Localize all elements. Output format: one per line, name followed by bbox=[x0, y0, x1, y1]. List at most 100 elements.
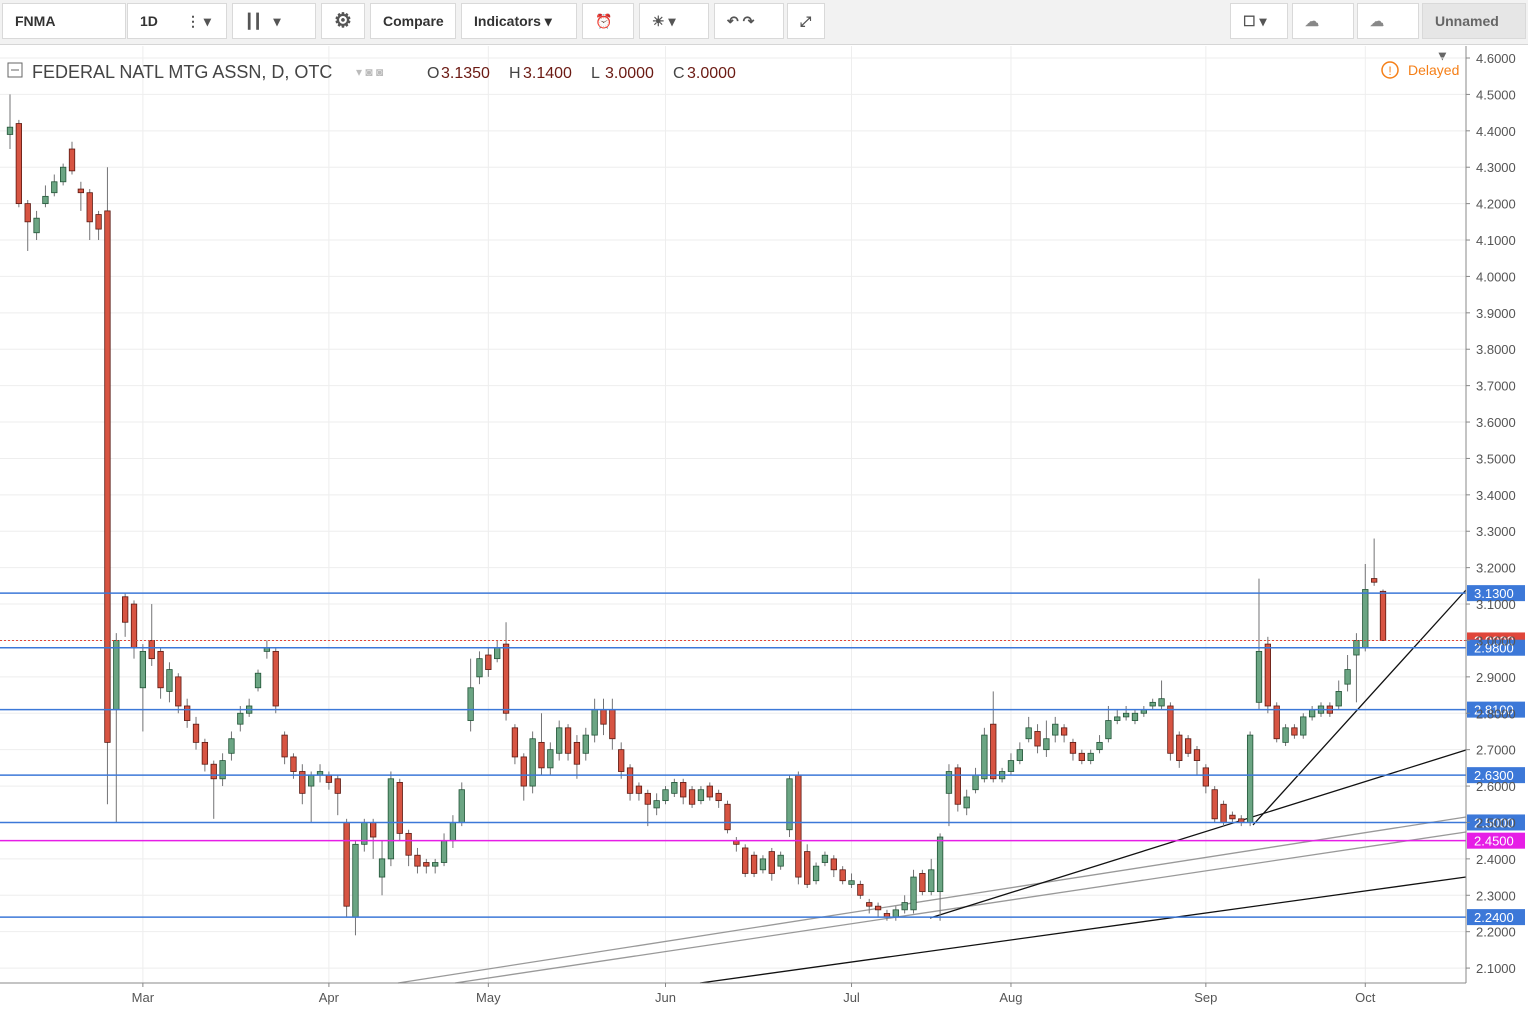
candle-body bbox=[237, 712, 244, 725]
candle-body bbox=[839, 869, 846, 882]
candle-body bbox=[1370, 578, 1378, 583]
alert-button[interactable]: ⏰ bbox=[582, 3, 634, 39]
candle-body bbox=[547, 749, 554, 769]
candle-body bbox=[370, 822, 377, 838]
candle-body bbox=[1034, 731, 1041, 747]
price-tag-label: 2.4500 bbox=[1474, 834, 1514, 849]
candle-body bbox=[1114, 716, 1121, 721]
candle-body bbox=[68, 148, 76, 172]
y-tick-label: 4.4000 bbox=[1476, 124, 1516, 139]
candle-body bbox=[77, 188, 85, 194]
candle-body bbox=[936, 836, 944, 893]
indicators-button[interactable]: Indicators ▾ bbox=[461, 3, 577, 39]
x-tick-label: Sep bbox=[1194, 990, 1217, 1005]
candle-body bbox=[502, 643, 510, 714]
y-tick-label: 2.9000 bbox=[1476, 670, 1516, 685]
symbol: FNMA bbox=[15, 13, 56, 29]
fullscreen-button[interactable]: ⤢ bbox=[787, 3, 825, 39]
ohlc-value: 3.0000 bbox=[605, 65, 654, 82]
price-tag bbox=[1467, 909, 1525, 926]
candle-body bbox=[901, 902, 908, 911]
candle-body bbox=[1096, 741, 1103, 751]
candle-body bbox=[113, 640, 120, 711]
y-tick-label: 3.1000 bbox=[1476, 597, 1516, 612]
y-tick-label: 2.7000 bbox=[1476, 743, 1516, 758]
y-tick-label: 3.9000 bbox=[1476, 306, 1516, 321]
legend-dropdown[interactable]: ▾ ◙ ◙ bbox=[356, 65, 383, 79]
candle-body bbox=[42, 195, 49, 205]
x-tick-label: May bbox=[476, 990, 501, 1005]
candle-body bbox=[1149, 701, 1156, 707]
candle-body bbox=[184, 705, 191, 721]
candle-body bbox=[1184, 738, 1192, 754]
candle-body bbox=[1043, 738, 1050, 751]
candle-body bbox=[963, 796, 970, 809]
candle-body bbox=[928, 869, 935, 893]
candle-body bbox=[432, 862, 439, 867]
candle-body bbox=[33, 217, 40, 234]
candle-body bbox=[1246, 734, 1254, 823]
y-tick-label: 2.3000 bbox=[1476, 888, 1516, 903]
x-tick-label: Jun bbox=[655, 990, 676, 1005]
candle-body bbox=[990, 723, 997, 780]
candle-body bbox=[1105, 720, 1112, 740]
candle-body bbox=[795, 774, 802, 878]
candle-body bbox=[95, 214, 102, 230]
candle-body bbox=[857, 883, 864, 896]
y-tick-label: 2.6000 bbox=[1476, 779, 1516, 794]
candle-body bbox=[1158, 698, 1165, 707]
candle-body bbox=[1087, 752, 1094, 761]
candle-body bbox=[981, 734, 988, 780]
candle-body bbox=[635, 785, 643, 794]
price-tag-label: 2.8100 bbox=[1474, 703, 1514, 718]
candle-body bbox=[1220, 803, 1227, 823]
candle-body bbox=[556, 727, 563, 754]
undo-redo[interactable]: ↶ ↷ bbox=[714, 3, 784, 39]
price-tag-label: 2.6300 bbox=[1474, 768, 1514, 783]
y-tick-label: 4.0000 bbox=[1476, 269, 1516, 284]
candle-body bbox=[476, 658, 483, 678]
interval-button[interactable]: 1D ⋮ ▾ bbox=[127, 3, 227, 39]
legend-title: FEDERAL NATL MTG ASSN, D, OTC bbox=[32, 62, 332, 82]
candle-body bbox=[919, 873, 926, 893]
price-tag bbox=[1467, 832, 1525, 849]
candle-body bbox=[715, 792, 722, 802]
candle-body bbox=[166, 669, 173, 692]
candle-body bbox=[777, 854, 784, 867]
candle-body bbox=[892, 909, 899, 918]
symbol-input[interactable]: FNMA bbox=[2, 3, 126, 39]
load-button[interactable]: ☁ bbox=[1292, 3, 1354, 39]
price-tag bbox=[1467, 701, 1525, 718]
candle-body bbox=[219, 760, 226, 780]
candle-body bbox=[644, 792, 651, 805]
candle-body bbox=[449, 822, 457, 842]
candle-body bbox=[1025, 727, 1032, 740]
layout-name: Unnamed bbox=[1435, 13, 1499, 29]
price-tag-label: 2.5000 bbox=[1474, 815, 1514, 830]
chart: 3.13003.00002.98002.81002.63002.50002.45… bbox=[0, 46, 1525, 1005]
price-tag bbox=[1467, 767, 1525, 784]
y-tick-label: 4.1000 bbox=[1476, 233, 1516, 248]
candle-body bbox=[104, 210, 111, 743]
candle-body bbox=[1078, 752, 1085, 761]
y-tick-label: 3.5000 bbox=[1476, 451, 1516, 466]
settings-button[interactable]: ⚙ bbox=[321, 3, 365, 39]
chart-style-button[interactable]: ┃┃ ▾ bbox=[232, 3, 316, 39]
candle-body bbox=[1229, 814, 1236, 820]
y-tick-label: 4.3000 bbox=[1476, 160, 1516, 175]
candle-body bbox=[830, 858, 837, 871]
layout-button[interactable]: Unnamed ▾ bbox=[1422, 3, 1526, 63]
candle-body bbox=[724, 803, 731, 831]
color-button[interactable]: ☐ ▾ bbox=[1230, 3, 1288, 39]
compare-button[interactable]: Compare bbox=[370, 3, 456, 39]
candle-body bbox=[387, 778, 395, 860]
candle-body bbox=[1131, 712, 1139, 721]
ideas-button[interactable]: ☀ ▾ bbox=[639, 3, 709, 39]
interval: 1D bbox=[140, 13, 158, 29]
candle-body bbox=[192, 723, 200, 743]
candle-body bbox=[706, 785, 713, 798]
y-tick-label: 2.4000 bbox=[1476, 852, 1516, 867]
candle-body bbox=[325, 774, 333, 783]
save-button[interactable]: ☁ bbox=[1357, 3, 1419, 39]
x-tick-label: Oct bbox=[1355, 990, 1376, 1005]
